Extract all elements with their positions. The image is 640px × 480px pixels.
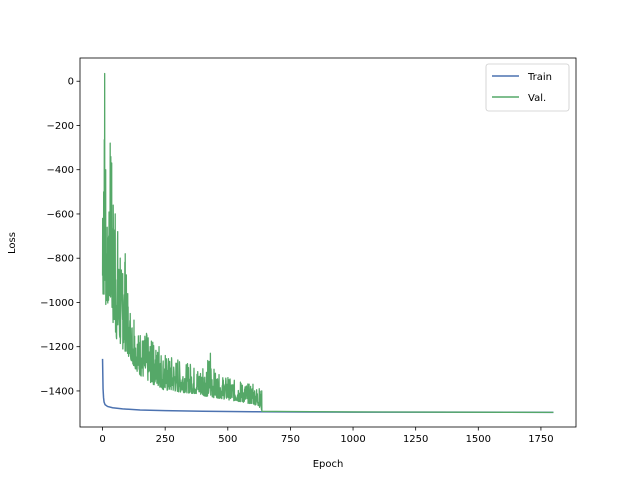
y-tick-label: −200 bbox=[47, 121, 74, 132]
x-tick-label: 1000 bbox=[340, 434, 365, 445]
y-tick-label: −1000 bbox=[40, 298, 74, 309]
x-axis: 0 250 500 750 1000 1250 1500 1750 bbox=[99, 427, 554, 445]
x-tick-label: 1750 bbox=[528, 434, 553, 445]
series-layer bbox=[101, 72, 554, 414]
y-tick-label: −400 bbox=[47, 165, 74, 176]
y-tick-label: −600 bbox=[47, 209, 74, 220]
legend-label: Train bbox=[527, 72, 552, 83]
x-tick-label: 1500 bbox=[466, 434, 491, 445]
series-line-val bbox=[101, 72, 554, 414]
x-tick-label: 500 bbox=[218, 434, 237, 445]
legend: Train Val. bbox=[485, 63, 570, 112]
y-axis-label: Loss bbox=[7, 232, 18, 254]
x-tick-label: 0 bbox=[99, 434, 105, 445]
legend-label: Val. bbox=[528, 93, 546, 104]
y-tick-label: 0 bbox=[68, 77, 74, 88]
y-tick-label: −1400 bbox=[40, 386, 74, 397]
x-tick-label: 250 bbox=[156, 434, 175, 445]
plot-frame bbox=[79, 57, 577, 428]
x-tick-label: 1250 bbox=[403, 434, 428, 445]
x-axis-label: Epoch bbox=[313, 459, 344, 470]
y-tick-label: −1200 bbox=[40, 342, 74, 353]
y-tick-label: −800 bbox=[47, 254, 74, 265]
y-axis: 0 −200 −400 −600 −800 −1000 −1200 −1400 bbox=[40, 77, 80, 397]
x-tick-label: 750 bbox=[281, 434, 300, 445]
